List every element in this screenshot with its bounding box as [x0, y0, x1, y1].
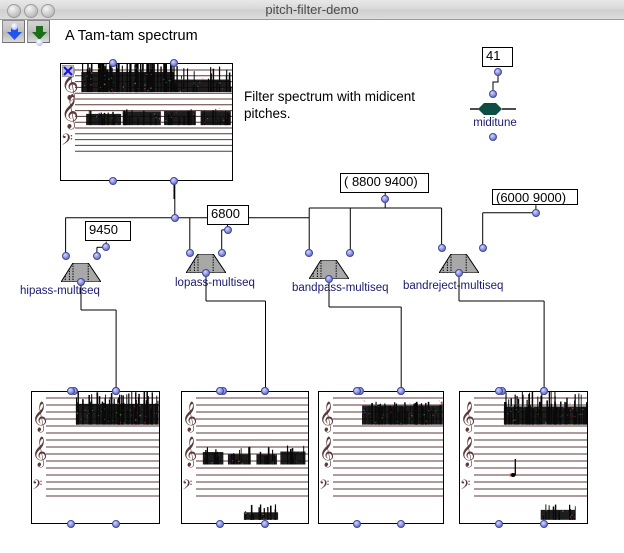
svg-text:𝄞: 𝄞	[319, 436, 334, 468]
svg-text:𝄞: 𝄞	[319, 401, 334, 433]
svg-text:𝄞: 𝄞	[460, 401, 475, 433]
svg-text:𝄢: 𝄢	[32, 479, 42, 496]
svg-text:𝄞: 𝄞	[182, 436, 197, 468]
svg-text:𝄢: 𝄢	[460, 479, 470, 496]
svg-text:𝄞: 𝄞	[32, 436, 47, 468]
svg-text:𝄢: 𝄢	[61, 132, 73, 153]
svg-text:𝄢: 𝄢	[182, 479, 192, 496]
svg-text:𝄞: 𝄞	[182, 401, 197, 433]
svg-text:𝄞: 𝄞	[32, 401, 47, 433]
svg-text:𝄞: 𝄞	[61, 94, 79, 130]
svg-text:𝄞: 𝄞	[460, 436, 475, 468]
svg-text:𝄢: 𝄢	[319, 479, 329, 496]
